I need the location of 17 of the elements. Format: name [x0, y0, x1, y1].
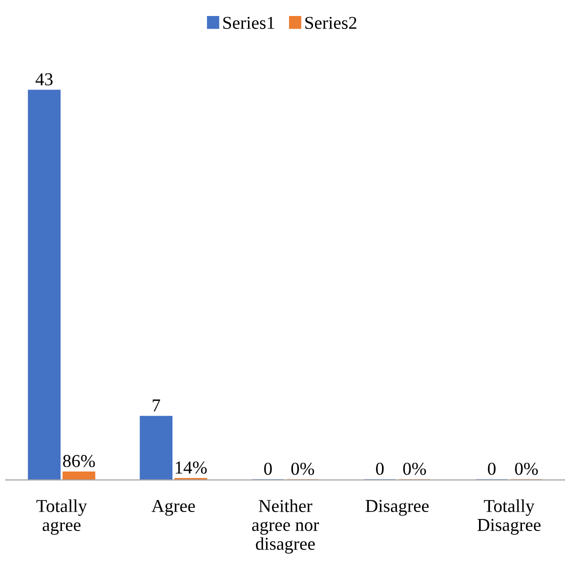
data-label: 7 — [152, 400, 160, 412]
x-tick-label: Neither agree nor disagree — [252, 499, 319, 554]
x-tick-label: Agree — [152, 500, 195, 516]
data-label: 0% — [515, 462, 538, 475]
x-tick-label: Totally agree — [36, 499, 87, 535]
data-label: 0 — [488, 462, 496, 475]
x-tick-label: Disagree — [366, 500, 429, 516]
data-label: 14% — [176, 461, 207, 474]
data-label: 0% — [291, 462, 314, 475]
legend-label: Series2 — [305, 16, 356, 29]
data-label: 0% — [403, 462, 426, 475]
data-label: 0 — [264, 462, 272, 475]
data-label: 86% — [63, 454, 95, 468]
legend-label: Series1 — [223, 16, 274, 29]
data-label: 43 — [36, 73, 53, 86]
data-label: 0 — [376, 462, 384, 475]
x-tick-label: Totally Disagree — [478, 499, 541, 535]
